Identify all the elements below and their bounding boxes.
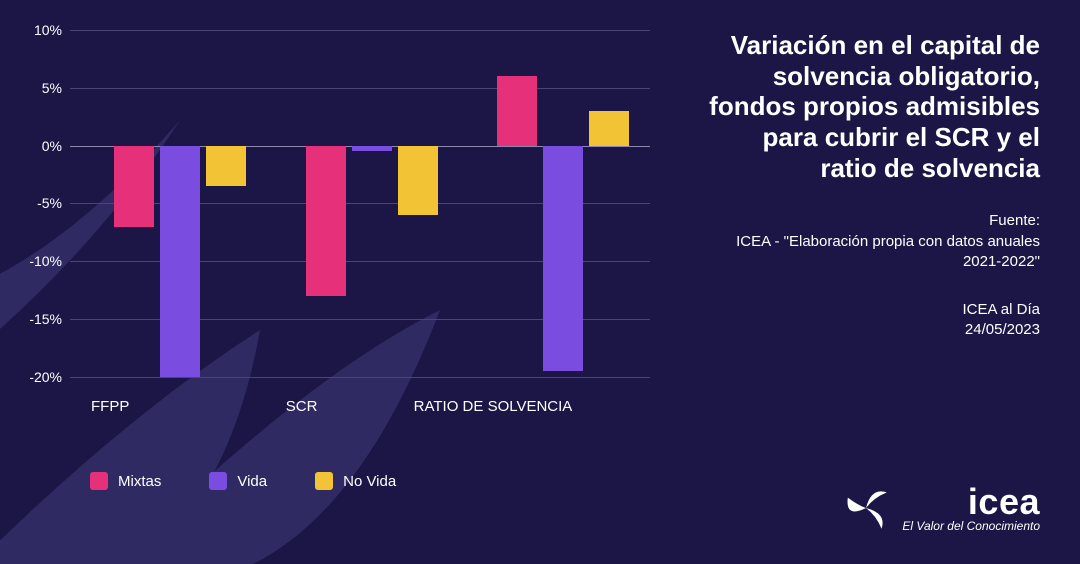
legend-item: Mixtas [90, 472, 161, 490]
legend-item: Vida [209, 472, 267, 490]
legend: Mixtas Vida No Vida [90, 472, 396, 490]
text-panel: Variación en el capital de solvencia obl… [680, 0, 1080, 564]
bar [589, 111, 629, 146]
chart-title: Variación en el capital de solvencia obl… [700, 30, 1040, 183]
y-tick-label: -10% [12, 253, 62, 269]
plot-area: 10%5%0%-5%-10%-15%-20% [70, 30, 650, 400]
bar [497, 76, 537, 145]
bar [398, 146, 438, 215]
y-tick-label: -5% [12, 195, 62, 211]
logo-name: icea [902, 484, 1040, 520]
logo-text: icea El Valor del Conocimiento [902, 484, 1040, 532]
y-tick-label: 0% [12, 138, 62, 154]
pinwheel-icon [840, 482, 892, 534]
meta-block: ICEA al Día 24/05/2023 [700, 300, 1040, 341]
logo-tagline: El Valor del Conocimiento [902, 520, 1040, 532]
bar [206, 146, 246, 186]
program-name: ICEA al Día [700, 300, 1040, 320]
source-block: Fuente: ICEA - "Elaboración propia con d… [700, 211, 1040, 272]
y-tick-label: -15% [12, 311, 62, 327]
legend-label: Mixtas [118, 473, 161, 490]
chart-panel: 10%5%0%-5%-10%-15%-20% FFPPSCRRATIO DE S… [0, 0, 680, 564]
page: 10%5%0%-5%-10%-15%-20% FFPPSCRRATIO DE S… [0, 0, 1080, 564]
x-category-label: FFPP [91, 398, 129, 415]
publication-date: 24/05/2023 [700, 320, 1040, 340]
bar [352, 146, 392, 152]
source-label: Fuente: [700, 211, 1040, 231]
x-category-label: SCR [286, 398, 318, 415]
legend-label: Vida [237, 473, 267, 490]
bar [160, 146, 200, 377]
y-tick-label: 10% [12, 22, 62, 38]
bar [543, 146, 583, 371]
legend-swatch [315, 472, 333, 490]
brand-logo: icea El Valor del Conocimiento [840, 482, 1040, 534]
legend-item: No Vida [315, 472, 396, 490]
y-tick-label: -20% [12, 369, 62, 385]
legend-swatch [90, 472, 108, 490]
legend-label: No Vida [343, 473, 396, 490]
bar [306, 146, 346, 296]
bar [114, 146, 154, 227]
x-category-label: RATIO DE SOLVENCIA [414, 398, 573, 415]
legend-swatch [209, 472, 227, 490]
y-tick-label: 5% [12, 80, 62, 96]
source-text: ICEA - "Elaboración propia con datos anu… [700, 232, 1040, 273]
x-axis-labels: FFPP SCR RATIO DE SOLVENCIA [0, 398, 580, 428]
